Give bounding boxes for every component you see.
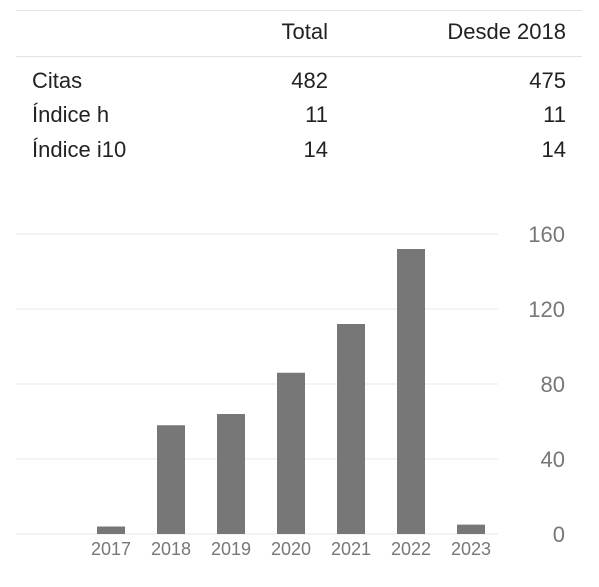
x-tick-label-2017: 2017 bbox=[91, 539, 131, 559]
table-header-divider bbox=[16, 56, 582, 57]
x-tick-label-2022: 2022 bbox=[391, 539, 431, 559]
bar-2022 bbox=[397, 249, 425, 534]
y-tick-label-160: 160 bbox=[528, 222, 565, 247]
x-tick-label-2020: 2020 bbox=[271, 539, 311, 559]
h-index-since-value: 11 bbox=[543, 102, 566, 127]
citas-since-value: 475 bbox=[529, 68, 566, 93]
y-tick-label-0: 0 bbox=[553, 522, 565, 547]
i10-index-since-value: 14 bbox=[541, 137, 566, 162]
row-label-h-index: Índice h bbox=[32, 102, 110, 127]
x-tick-label-2023: 2023 bbox=[451, 539, 491, 559]
y-tick-label-80: 80 bbox=[541, 372, 565, 397]
bar-2017 bbox=[97, 526, 125, 534]
x-tick-label-2018: 2018 bbox=[151, 539, 191, 559]
column-header-total: Total bbox=[281, 19, 328, 44]
y-tick-label-40: 40 bbox=[541, 447, 565, 472]
column-header-since-2018: Desde 2018 bbox=[447, 19, 566, 44]
bar-2023 bbox=[457, 524, 485, 534]
row-label-citas: Citas bbox=[32, 68, 83, 93]
citations-per-year-chart: 0 40 80 120 160 2017 2018 2019 2020 2021 2022 2023 bbox=[16, 222, 565, 559]
i10-index-total-value: 14 bbox=[303, 137, 328, 162]
bar-2020 bbox=[277, 372, 305, 534]
y-tick-label-120: 120 bbox=[528, 297, 565, 322]
row-label-i10-index: Índice i10 bbox=[32, 137, 127, 162]
x-tick-label-2021: 2021 bbox=[331, 539, 371, 559]
table-top-divider bbox=[16, 10, 582, 11]
x-tick-label-2019: 2019 bbox=[211, 539, 251, 559]
citas-total-value: 482 bbox=[291, 68, 328, 93]
h-index-total-value: 11 bbox=[305, 102, 328, 127]
bar-2019 bbox=[217, 414, 245, 534]
bar-2018 bbox=[157, 425, 185, 534]
bar-2021 bbox=[337, 324, 365, 534]
